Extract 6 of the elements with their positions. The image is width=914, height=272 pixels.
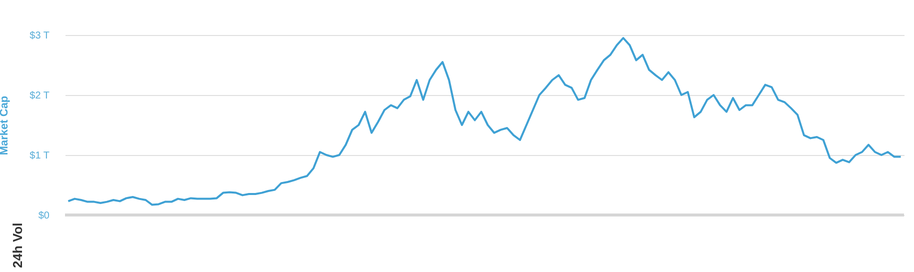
line-series	[67, 37, 902, 206]
y-tick-label: $0	[38, 210, 50, 222]
text: 24h Vol	[10, 222, 25, 268]
y-tick-label: $3 T	[30, 30, 50, 42]
y-tick-label: $1 T	[30, 150, 50, 162]
y-tick-label: $2 T	[30, 90, 50, 102]
